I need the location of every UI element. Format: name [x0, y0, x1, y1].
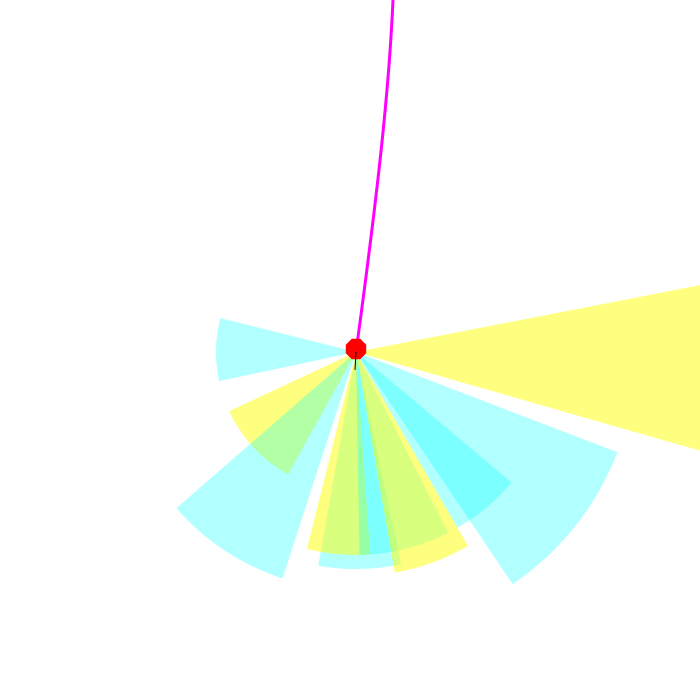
sensor-sector-cyan-8 [356, 352, 512, 528]
agent-trail [354, 0, 395, 353]
sensor-sector-yellow-2 [229, 352, 356, 475]
sensor-sector-yellow-7 [356, 352, 468, 573]
agent-marker [345, 338, 367, 360]
sensor-sector-cyan-3 [176, 352, 356, 579]
sensor-sectors [176, 285, 700, 585]
sensor-sector-cyan-1 [216, 318, 356, 382]
agent-heading-line [354, 351, 357, 371]
sensor-sector-yellow-10 [356, 285, 700, 451]
sensor-sector-cyan-9 [356, 352, 618, 585]
sensor-sector-yellow-5 [306, 352, 371, 556]
